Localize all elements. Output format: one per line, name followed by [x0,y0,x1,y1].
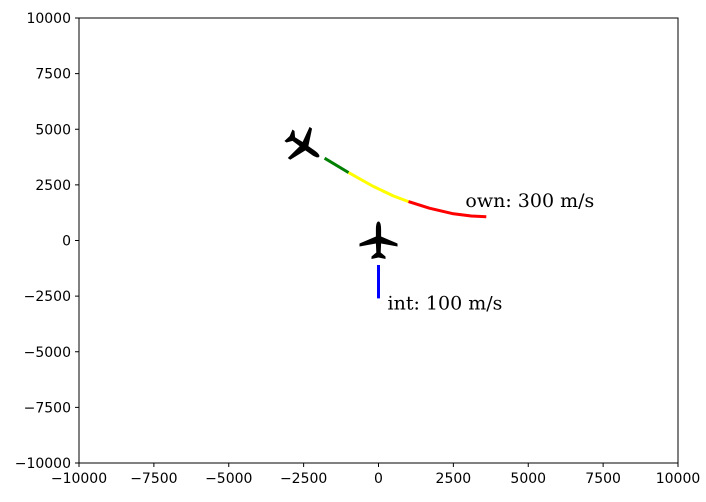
annotation-label: own: 300 m/s [465,190,594,212]
x-tick-label: −2500 [280,471,327,487]
y-tick-label: −2500 [24,289,71,305]
annotation-layer: own: 300 m/s int: 100 m/s [388,190,595,314]
series-line-2 [408,200,487,219]
y-tick-label: 5000 [35,122,71,138]
series-line-0 [323,156,350,174]
x-tick-label: −10000 [51,471,107,487]
x-tick-label: 5000 [510,471,546,487]
x-tick-label: 7500 [585,471,621,487]
y-tick-label: 0 [62,234,71,250]
y-tick-label: 10000 [26,11,71,27]
y-tick-label: −10000 [15,456,71,472]
x-tick-label: −5000 [205,471,252,487]
series-line-1 [347,171,410,204]
x-tick-label: −7500 [130,471,177,487]
x-tick-label: 0 [374,471,383,487]
y-axis: −10000 −7500 −5000 −2500 0 2500 5000 7500 10000 [15,11,79,472]
y-tick-label: −5000 [24,345,71,361]
annotation-label: int: 100 m/s [388,293,503,315]
y-tick-label: 7500 [35,67,71,83]
series-layer [323,156,487,299]
y-tick-label: 2500 [35,178,71,194]
x-axis: −10000 −7500 −5000 −2500 0 2500 5000 7500 10000 [51,463,700,487]
y-tick-label: −7500 [24,400,71,416]
x-tick-label: 2500 [436,471,472,487]
x-tick-label: 10000 [656,471,701,487]
